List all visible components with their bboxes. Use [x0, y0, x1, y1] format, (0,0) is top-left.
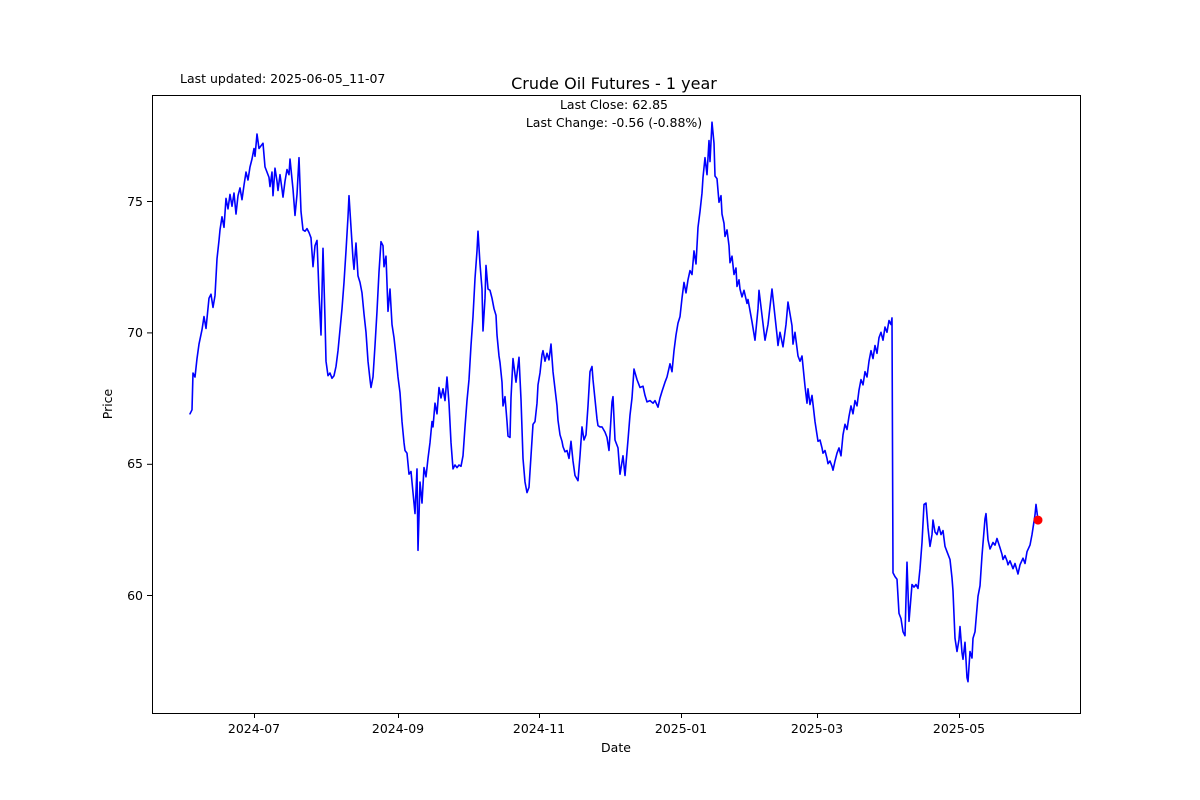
y-tick-label: 70	[127, 324, 143, 340]
y-tick-label: 65	[127, 456, 143, 472]
x-tick-label: 2025-05	[932, 721, 986, 736]
x-tick-label: 2024-11	[512, 721, 566, 736]
price-line-series	[189, 121, 1039, 683]
plot-frame	[152, 95, 1081, 714]
last-updated-label: Last updated: 2025-06-05_11-07	[180, 71, 386, 86]
last-change-annotation: Last Change: -0.56 (-0.88%)	[525, 115, 703, 130]
x-tick-label: 2024-07	[227, 721, 281, 736]
x-tick-label: 2025-03	[790, 721, 844, 736]
last-close-annotation: Last Close: 62.85	[559, 97, 669, 112]
page-title: Crude Oil Futures - 1 year	[511, 74, 717, 93]
x-tick-label: 2024-09	[371, 721, 425, 736]
y-axis-label: Price	[100, 388, 115, 420]
y-tick-label: 75	[127, 193, 143, 209]
y-tick-label: 60	[127, 587, 143, 603]
x-axis-label: Date	[601, 740, 631, 755]
last-close-marker	[1033, 515, 1043, 525]
x-tick-label: 2025-01	[654, 721, 708, 736]
